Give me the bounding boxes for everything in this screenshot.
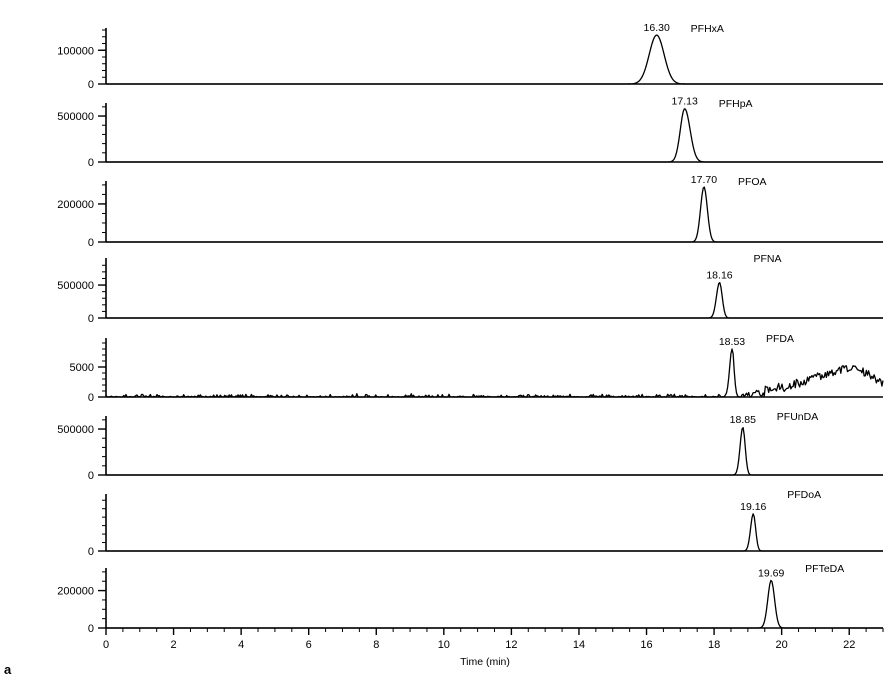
trace-pfunda [106,427,883,476]
y-tick-label: 0 [88,237,94,249]
panel-pfhxa: 0 100000 16.30 PFHxA [57,22,883,91]
x-axis-title: Time (min) [460,656,510,668]
y-tick-label: 5000 [70,362,94,374]
compound-label: PFTeDA [805,563,844,575]
compound-label: PFHpA [719,98,753,110]
x-tick-label: 0 [103,639,109,651]
compound-label: PFNA [753,253,781,265]
y-tick-label: 0 [88,313,94,325]
x-tick-label: 6 [306,639,312,651]
peak-time-label: 16.30 [644,22,670,34]
peak-time-label: 19.16 [740,501,766,513]
peak-time-label: 17.70 [691,174,717,186]
x-tick-label: 4 [238,639,244,651]
trace-pfdoa [106,513,883,552]
panel-pfhpa: 0 500000 17.13 PFHpA [57,96,883,169]
trace-pfteda [106,579,883,629]
x-tick-label: 8 [373,639,379,651]
trace-pfna [106,282,883,319]
x-tick-label: 16 [640,639,652,651]
x-tick-label: 2 [171,639,177,651]
trace-pfhxa [106,34,883,85]
x-tick-label: 12 [505,639,517,651]
x-tick-label: 20 [776,639,788,651]
peak-time-label: 18.16 [706,269,732,281]
x-axis: 0 2 4 6 8 10 12 14 16 18 20 22 [103,628,884,651]
trace-pfda [105,348,884,398]
x-tick-label: 18 [708,639,720,651]
y-tick-label: 0 [88,157,94,169]
y-tick-label: 0 [88,79,94,91]
y-tick-label: 0 [88,392,94,404]
trace-pfoa [106,186,883,243]
y-tick-label: 0 [88,470,94,482]
peak-time-label: 18.85 [730,414,756,426]
panel-pfda: 0 5000 18.53 PFDA [70,333,884,404]
compound-label: PFDoA [787,489,821,501]
compound-label: PFUnDA [777,411,818,423]
panel-pfdoa: 0 19.16 PFDoA [88,489,883,558]
panel-tag: a [4,662,12,676]
peak-time-label: 17.13 [672,96,698,108]
panel-pfteda: 0 200000 19.69 PFTeDA [57,563,883,635]
y-tick-label: 0 [88,546,94,558]
compound-label: PFOA [738,176,767,188]
x-tick-label: 14 [573,639,585,651]
panel-pfunda: 0 500000 18.85 PFUnDA [57,411,883,482]
panel-pfna: 0 500000 18.16 PFNA [57,253,883,325]
compound-label: PFDA [766,333,794,345]
trace-pfhpa [106,108,883,163]
y-tick-label: 200000 [57,199,94,211]
panel-pfoa: 0 200000 17.70 PFOA [57,174,883,249]
y-tick-label: 200000 [57,586,94,598]
y-tick-label: 500000 [57,280,94,292]
y-tick-label: 500000 [57,424,94,436]
y-tick-label: 0 [88,623,94,635]
peak-time-label: 19.69 [758,567,784,579]
peak-time-label: 18.53 [719,336,745,348]
y-tick-label: 500000 [57,111,94,123]
compound-label: PFHxA [691,23,724,35]
x-tick-label: 10 [438,639,450,651]
x-tick-label: 22 [843,639,855,651]
y-tick-label: 100000 [57,45,94,57]
